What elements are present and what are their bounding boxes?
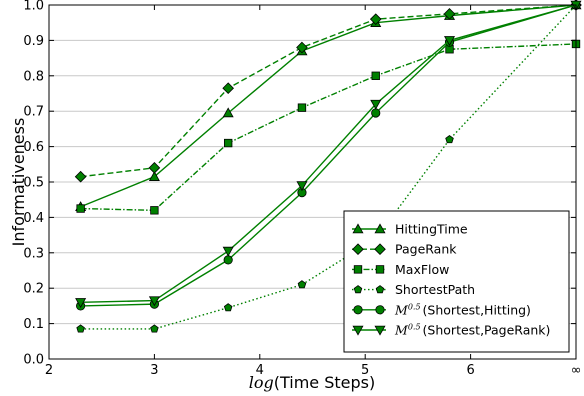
series-2-line [80,43,577,212]
series-0-point-2 [222,107,234,118]
legend-label-4: M0.5 (Shortest,Hitting) [394,302,531,317]
legend-label-0: HittingTime [395,222,468,237]
legend-entry-3: ShortestPath [352,282,475,297]
y-axis-title: Informativeness [9,118,28,247]
y-tick-label-7: 0.7 [23,105,44,120]
legend-marker-1-a [352,243,364,256]
series-layer [74,0,582,333]
series-5-point-3 [296,181,308,192]
series-3-point-1 [150,324,159,333]
legend-marker-5-b [374,325,386,336]
y-tick-label-4: 0.4 [23,211,44,226]
legend-entry-0: HittingTime [352,222,468,237]
x-axis-title-math: log [249,373,274,392]
legend-entry-2: MaxFlow [352,262,449,277]
series-2-point-1 [150,206,159,215]
legend-marker-2-b [375,265,385,274]
legend-marker-2-a [353,265,363,274]
x-axis-title-text: Time Steps [279,373,369,392]
legend-label-5-math: M [394,323,409,338]
series-2-point-0 [76,204,85,213]
series-2-point-4 [371,71,380,80]
x-axis-title-paren-open: ( [274,373,280,392]
x-axis-title-paren-close: ) [369,373,375,392]
legend-label-3: ShortestPath [395,282,475,297]
legend-label-4-text: (Shortest,Hitting) [423,302,531,317]
x-tick-label-2: 4 [256,363,264,378]
legend-label-5: M0.5 (Shortest,PageRank) [394,323,550,338]
legend-marker-3-b [375,285,385,294]
legend-label-2: MaxFlow [395,262,449,277]
y-tick-label-2: 0.2 [23,282,44,297]
legend: HittingTimePageRankMaxFlowShortestPathM0… [343,210,570,353]
series-1-point-1 [148,162,161,174]
series-3-point-5 [445,135,454,144]
series-1-point-5 [443,8,456,20]
series-5-point-0 [75,298,87,309]
legend-box [343,210,570,353]
series-3-point-2 [223,303,233,312]
legend-label-1: PageRank [395,242,457,257]
series-5-point-1 [148,296,160,307]
series-4-point-2 [223,255,233,265]
series-1-point-2 [222,82,234,95]
series-0 [75,0,582,212]
legend-entry-4: M0.5 (Shortest,Hitting) [352,302,531,317]
y-tick-label-1: 0.1 [23,317,44,332]
x-tick-label-3: 5 [361,363,369,378]
x-axis-title: log(Time Steps) [249,373,376,392]
x-tick-label-0: 2 [45,363,53,378]
legend-marker-4-a [353,305,363,315]
series-3-point-0 [76,324,85,333]
x-tick-label-1: 3 [150,363,158,378]
series-1-point-3 [296,41,308,54]
series-3-point-3 [297,280,307,289]
series-5-point-5 [444,36,456,47]
series-1-point-4 [369,13,382,25]
series-5-point-4 [370,99,382,110]
y-tick-label-10: 1.0 [23,0,44,14]
legend-marker-5-a [352,325,364,336]
series-4-point-4 [371,108,381,118]
y-tick-label-6: 0.6 [23,140,44,155]
y-tick-label-8: 0.8 [23,69,44,84]
legend-label-4-math: M [394,302,409,317]
x-tick-label-5: ∞ [571,363,582,378]
series-0-point-1 [148,171,160,181]
y-tick-label-3: 0.3 [23,246,44,261]
legend-label-5-sup: 0.5 [408,323,421,332]
y-tick-label-0: 0.0 [23,353,44,368]
legend-label-5-text: (Shortest,PageRank) [423,323,551,338]
series-1-line [80,4,577,178]
series-5-point-2 [222,246,234,257]
y-tick-label-9: 0.9 [23,34,44,49]
legend-label-4-sup: 0.5 [408,302,421,311]
series-1-point-0 [74,170,87,183]
axis-ticks: 0.0 0.1 0.2 0.3 0.4 0.5 0.6 0.7 0.8 0.9 1.0 2 3 4 5 6 ∞ [23,0,581,378]
series-2 [76,39,581,215]
series-2-point-2 [223,138,233,148]
series-2-point-3 [297,103,307,112]
x-tick-label-4: 6 [466,363,474,378]
legend-marker-0-b [374,223,386,234]
legend-entry-5: M0.5 (Shortest,PageRank) [352,323,550,338]
legend-marker-1-b [374,243,386,256]
legend-marker-4-b [375,305,385,315]
legend-marker-0-a [352,223,364,234]
legend-marker-3-a [353,285,363,294]
series-1 [74,0,582,183]
y-tick-label-5: 0.5 [23,176,44,191]
legend-entry-1: PageRank [352,242,457,257]
